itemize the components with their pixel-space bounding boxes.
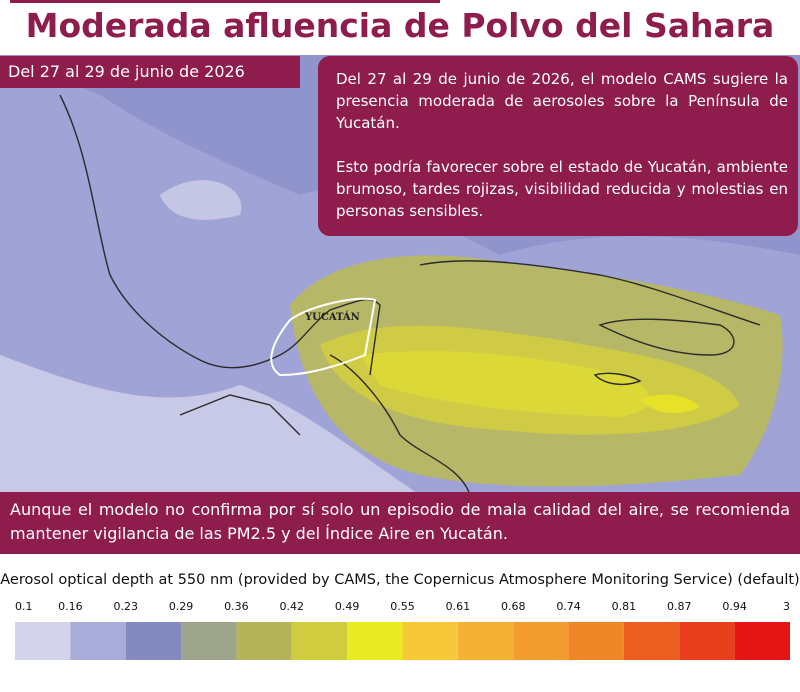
legend-tick-label: 0.36 (224, 600, 249, 613)
note-banner: Aunque el modelo no confirma por sí solo… (0, 492, 800, 554)
legend: 0.1 0.16 0.23 0.29 0.36 0.42 0.49 0.55 0.61 0.68 0… (15, 600, 790, 660)
title: Moderada afluencia de Polvo del Sahara (25, 6, 775, 45)
summary-paragraph: Del 27 al 29 de junio de 2026, el modelo… (336, 70, 788, 132)
color-cell (568, 622, 624, 660)
legend-tick-label: 0.87 (667, 600, 692, 613)
color-cell (291, 622, 348, 660)
date-tag: Del 27 al 29 de junio de 2026 (0, 56, 300, 88)
accent-line (10, 0, 440, 3)
legend-tick-label: 0.61 (446, 600, 471, 613)
color-cell (734, 622, 790, 660)
legend-tick-label: 0.42 (280, 600, 305, 613)
legend-tick-label: 0.94 (722, 600, 747, 613)
legend-tick-label: 0.49 (335, 600, 360, 613)
color-cell (679, 622, 735, 660)
color-cell (457, 622, 514, 660)
legend-caption: Aerosol optical depth at 550 nm (provide… (0, 572, 800, 588)
legend-tick-label: 0.81 (612, 600, 637, 613)
legend-tick-label: 0.55 (390, 600, 415, 613)
color-cell (70, 622, 126, 660)
color-cell (623, 622, 680, 660)
legend-tick-label: 0.16 (58, 600, 83, 613)
color-cell (347, 622, 403, 660)
summary-box: Del 27 al 29 de junio de 2026, el modelo… (318, 56, 798, 236)
legend-tick-label: 0.1 (15, 600, 33, 613)
legend-tick-label: 0.68 (501, 600, 526, 613)
color-cell (402, 622, 458, 660)
legend-tick-label: 3 (783, 600, 790, 613)
summary-paragraph: Esto podría favorecer sobre el estado de… (336, 158, 788, 220)
color-cell (125, 622, 182, 660)
color-cell (513, 622, 569, 660)
color-cell (181, 622, 237, 660)
legend-tick-label: 0.29 (169, 600, 194, 613)
color-cell (236, 622, 292, 660)
map-label: YUCATÁN (304, 311, 360, 323)
legend-tick-label: 0.74 (556, 600, 581, 613)
legend-tick-label: 0.23 (113, 600, 138, 613)
color-cell (15, 622, 71, 660)
